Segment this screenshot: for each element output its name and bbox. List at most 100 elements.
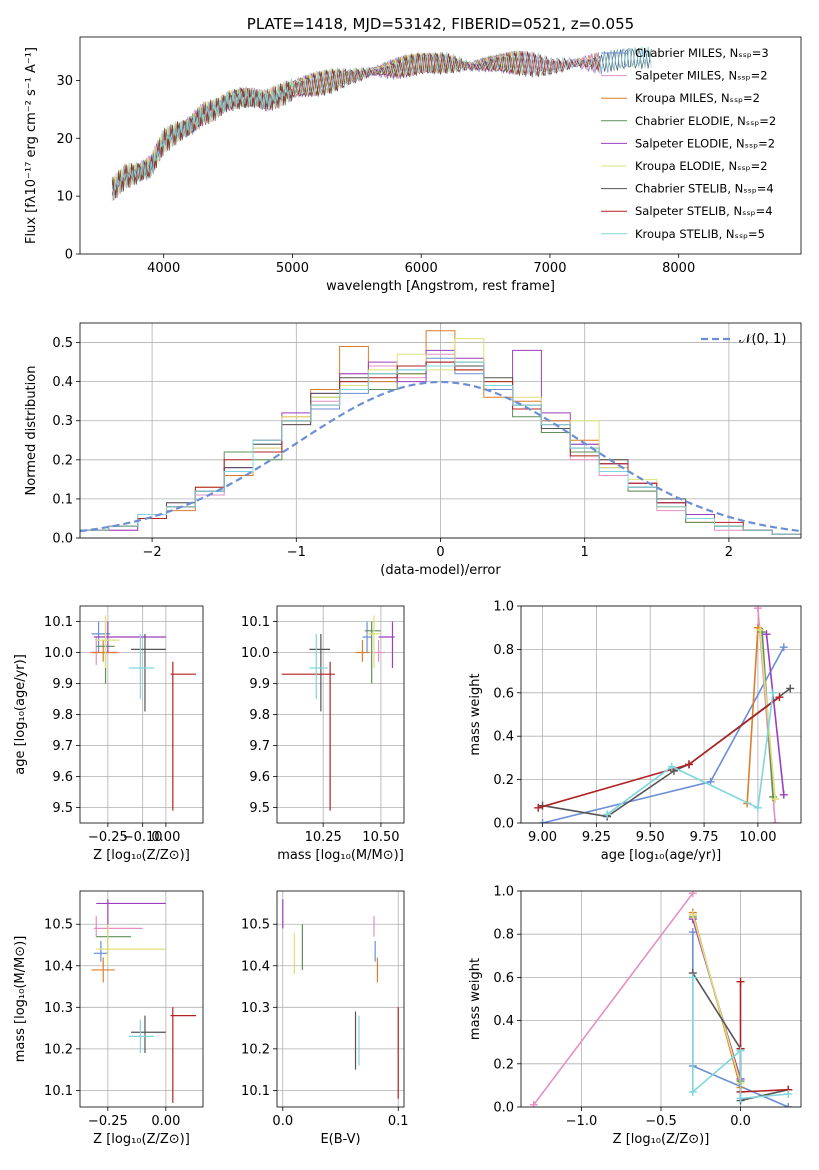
y-tick-label: 9.8: [249, 708, 270, 723]
x-axis-label: age [log₁₀(age/yr)]: [601, 848, 722, 863]
plot-area: [111, 46, 652, 202]
y-tick-label: 10.0: [44, 646, 73, 661]
y-tick-label: 10.4: [44, 959, 73, 974]
x-tick-label: 10.00: [739, 830, 776, 845]
x-tick-label: 0.00: [151, 830, 180, 845]
x-tick-label: 10.50: [362, 830, 399, 845]
legend-label: Chabrier ELODIE, Nₛₛₚ=2: [635, 114, 776, 128]
y-axis-label: age [log₁₀(age/yr)]: [13, 654, 28, 775]
y-tick-label: 10.3: [44, 1001, 73, 1016]
y-tick-label: 10.4: [241, 959, 270, 974]
x-tick-label: −1.0: [566, 1114, 598, 1129]
y-tick-label: 30: [56, 74, 73, 89]
plot-area: [534, 606, 795, 823]
x-tick-label: 6000: [405, 261, 438, 276]
y-tick-label: 10.2: [241, 1042, 270, 1057]
y-tick-label: 0.1: [52, 492, 73, 507]
weight-marker: [603, 810, 612, 819]
weight-marker: [688, 891, 697, 898]
x-tick-label: 9.75: [690, 830, 719, 845]
x-tick-label: −1: [287, 545, 306, 560]
legend-label: Salpeter STELIB, Nₛₛₚ=4: [635, 204, 773, 218]
weight-marker: [784, 1103, 793, 1107]
x-tick-label: 0: [436, 545, 444, 560]
legend-label: Chabrier MILES, Nₛₛₚ=3: [635, 46, 769, 60]
normal-curve: [80, 380, 801, 533]
weight-line: [759, 629, 776, 800]
y-tick-label: 9.5: [52, 801, 73, 816]
weight-marker: [762, 630, 771, 639]
weight-marker: [753, 803, 762, 812]
x-tick-label: 7000: [533, 261, 566, 276]
weight-marker: [769, 688, 777, 697]
y-tick-label: 10.5: [44, 918, 73, 933]
chart-title: PLATE=1418, MJD=53142, FIBERID=0521, z=0…: [247, 15, 634, 33]
axes-frame: [79, 890, 204, 1108]
weight-marker: [667, 762, 676, 771]
legend-label: Kroupa ELODIE, Nₛₛₚ=2: [635, 159, 768, 173]
spectrum-line: [111, 51, 523, 201]
y-tick-label: 0.4: [493, 1014, 514, 1029]
y-axis-label: Normed distribution: [24, 366, 39, 496]
x-tick-label: 0.0: [730, 1114, 751, 1129]
y-tick-label: 0.6: [493, 686, 514, 701]
x-axis-label: (data-model)/error: [380, 563, 501, 578]
y-axis-label: mass weight: [468, 673, 483, 755]
weight-line: [765, 634, 785, 795]
y-tick-label: 9.6: [52, 770, 73, 785]
weight-marker: [784, 1090, 793, 1099]
weight-marker: [753, 606, 762, 613]
y-tick-label: 0.2: [493, 773, 514, 788]
x-axis-label: Z [log₁₀(Z/Z⊙)]: [613, 1132, 710, 1147]
y-tick-label: 0.4: [52, 375, 73, 390]
axes-frame: [520, 605, 802, 824]
y-tick-label: 9.7: [52, 739, 73, 754]
weight-line: [537, 696, 780, 809]
plot-area: [529, 891, 793, 1107]
y-axis-label: mass weight: [468, 958, 483, 1040]
weight-vs-metallicity-panel: −1.0 −0.5 0.0 0.0 0.2 0.4 0.6 0.8 1.0 Z [log₁₀(Z/…: [468, 885, 802, 1147]
y-tick-label: 10: [56, 190, 73, 205]
x-tick-label: 10.25: [305, 830, 342, 845]
y-tick-label: 0.8: [493, 928, 514, 943]
y-axis-label: Flux [fλ10⁻¹⁷ erg cm⁻² s⁻¹ A⁻¹]: [24, 47, 39, 244]
weight-marker: [771, 795, 780, 804]
weight-marker: [771, 819, 780, 823]
weight-marker: [685, 760, 693, 769]
x-tick-label: 1: [581, 545, 589, 560]
legend-label: Salpeter MILES, Nₛₛₚ=2: [635, 69, 768, 83]
weight-line: [692, 914, 742, 1084]
axes-frame: [79, 605, 204, 824]
y-tick-label: 0: [65, 248, 73, 263]
y-axis-label: mass [log₁₀(M/M⊙)]: [13, 936, 28, 1063]
x-tick-label: −0.25: [88, 830, 128, 845]
x-tick-label: 0.00: [151, 1114, 180, 1129]
weight-marker: [538, 819, 547, 823]
plot-area: [282, 899, 399, 1099]
weight-marker: [736, 1094, 745, 1103]
weight-marker: [529, 1100, 538, 1107]
y-tick-label: 9.8: [52, 708, 73, 723]
weight-marker: [775, 693, 784, 702]
plot-area: [89, 615, 197, 811]
weight-marker: [736, 977, 745, 986]
axes-frame: [276, 605, 405, 824]
mass-vs-metallicity-panel: −0.25 0.00 10.1 10.2 10.3 10.4 10.5 Z [log₁₀(Z/…: [13, 890, 204, 1147]
x-tick-label: 2: [725, 545, 733, 560]
legend-label: Chabrier STELIB, Nₛₛₚ=4: [635, 182, 774, 196]
mass-vs-ebv-panel: 0.0 0.1 10.1 10.2 10.3 10.4 10.5 E(B-V): [241, 890, 409, 1147]
weight-marker: [779, 643, 788, 652]
y-tick-label: 10.5: [241, 918, 270, 933]
weight-marker: [534, 803, 543, 812]
residuals-panel: −2 −1 0 1 2 0.0 0.1 0.2 0.3 0.4 0.5 (data-model)/er…: [24, 322, 802, 578]
weight-marker: [756, 625, 765, 634]
histogram-step: [80, 353, 801, 538]
x-axis-label: E(B-V): [320, 1132, 360, 1147]
axes-frame: [79, 36, 802, 255]
legend: Chabrier MILES, Nₛₛₚ=3 Salpeter MILES, Nₛ…: [601, 46, 776, 241]
x-tick-label: 8000: [662, 261, 695, 276]
y-tick-label: 0.8: [493, 643, 514, 658]
spectrum-panel: 4000 5000 6000 7000 8000 0 10 20 30 wavelength [A…: [24, 15, 802, 294]
y-tick-label: 20: [56, 132, 73, 147]
